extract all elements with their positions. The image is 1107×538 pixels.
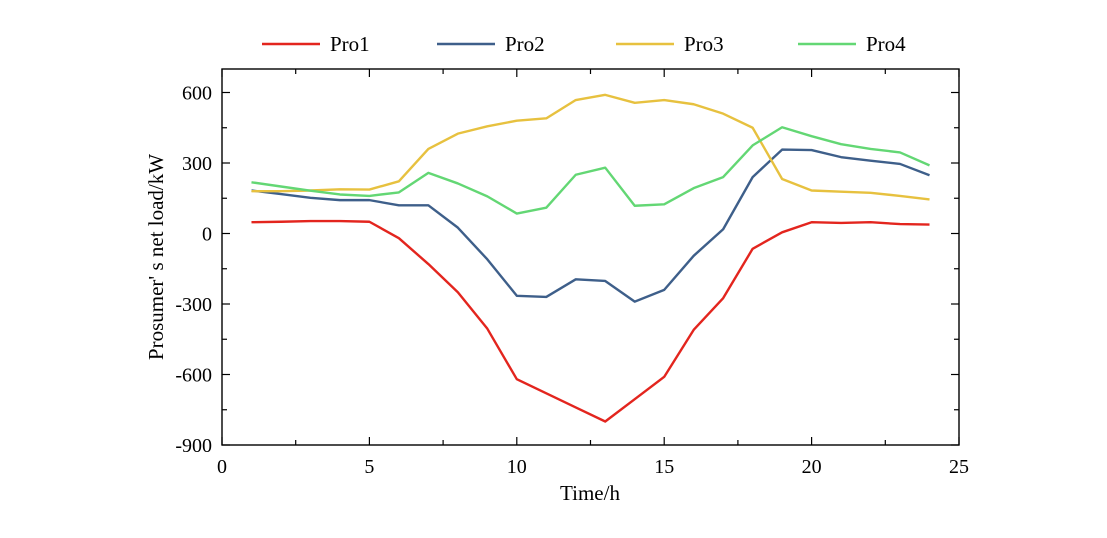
y-tick-label: -600 [175, 365, 212, 387]
y-tick-label: 600 [182, 83, 212, 105]
y-tick-label: 0 [202, 224, 212, 246]
legend: Pro1 Pro2 Pro3 Pro4 [262, 32, 906, 56]
plot-area-frame [221, 68, 960, 446]
x-tick-label: 10 [507, 456, 527, 478]
series-line-pro4 [251, 126, 931, 215]
legend-item-pro1: Pro1 [262, 32, 370, 56]
x-tick-label: 15 [654, 456, 674, 478]
y-tick-label: 300 [182, 153, 212, 175]
legend-item-pro3: Pro3 [616, 32, 724, 56]
legend-item-pro4: Pro4 [798, 32, 906, 56]
x-tick-label: 25 [949, 456, 969, 478]
x-tick-label: 0 [217, 456, 227, 478]
y-axis-label: Prosumer' s net load/kW [144, 154, 168, 360]
legend-label: Pro1 [330, 32, 370, 56]
x-tick-label: 5 [364, 456, 374, 478]
legend-label: Pro4 [866, 32, 906, 56]
y-tick-label: -900 [175, 435, 212, 457]
legend-label: Pro3 [684, 32, 724, 56]
series-layer [251, 93, 931, 423]
y-axis-ticks: -900 -600 -300 0 300 600 [175, 83, 959, 457]
series-line-pro1 [251, 219, 930, 423]
x-tick-label: 20 [802, 456, 822, 478]
y-tick-label: -300 [175, 294, 212, 316]
legend-label: Pro2 [505, 32, 545, 56]
legend-item-pro2: Pro2 [437, 32, 545, 56]
x-axis-label: Time/h [560, 481, 620, 505]
series-line-pro2 [251, 148, 930, 303]
x-axis-ticks: 0 5 10 15 20 25 [217, 69, 969, 478]
series-line-pro3 [251, 93, 930, 201]
